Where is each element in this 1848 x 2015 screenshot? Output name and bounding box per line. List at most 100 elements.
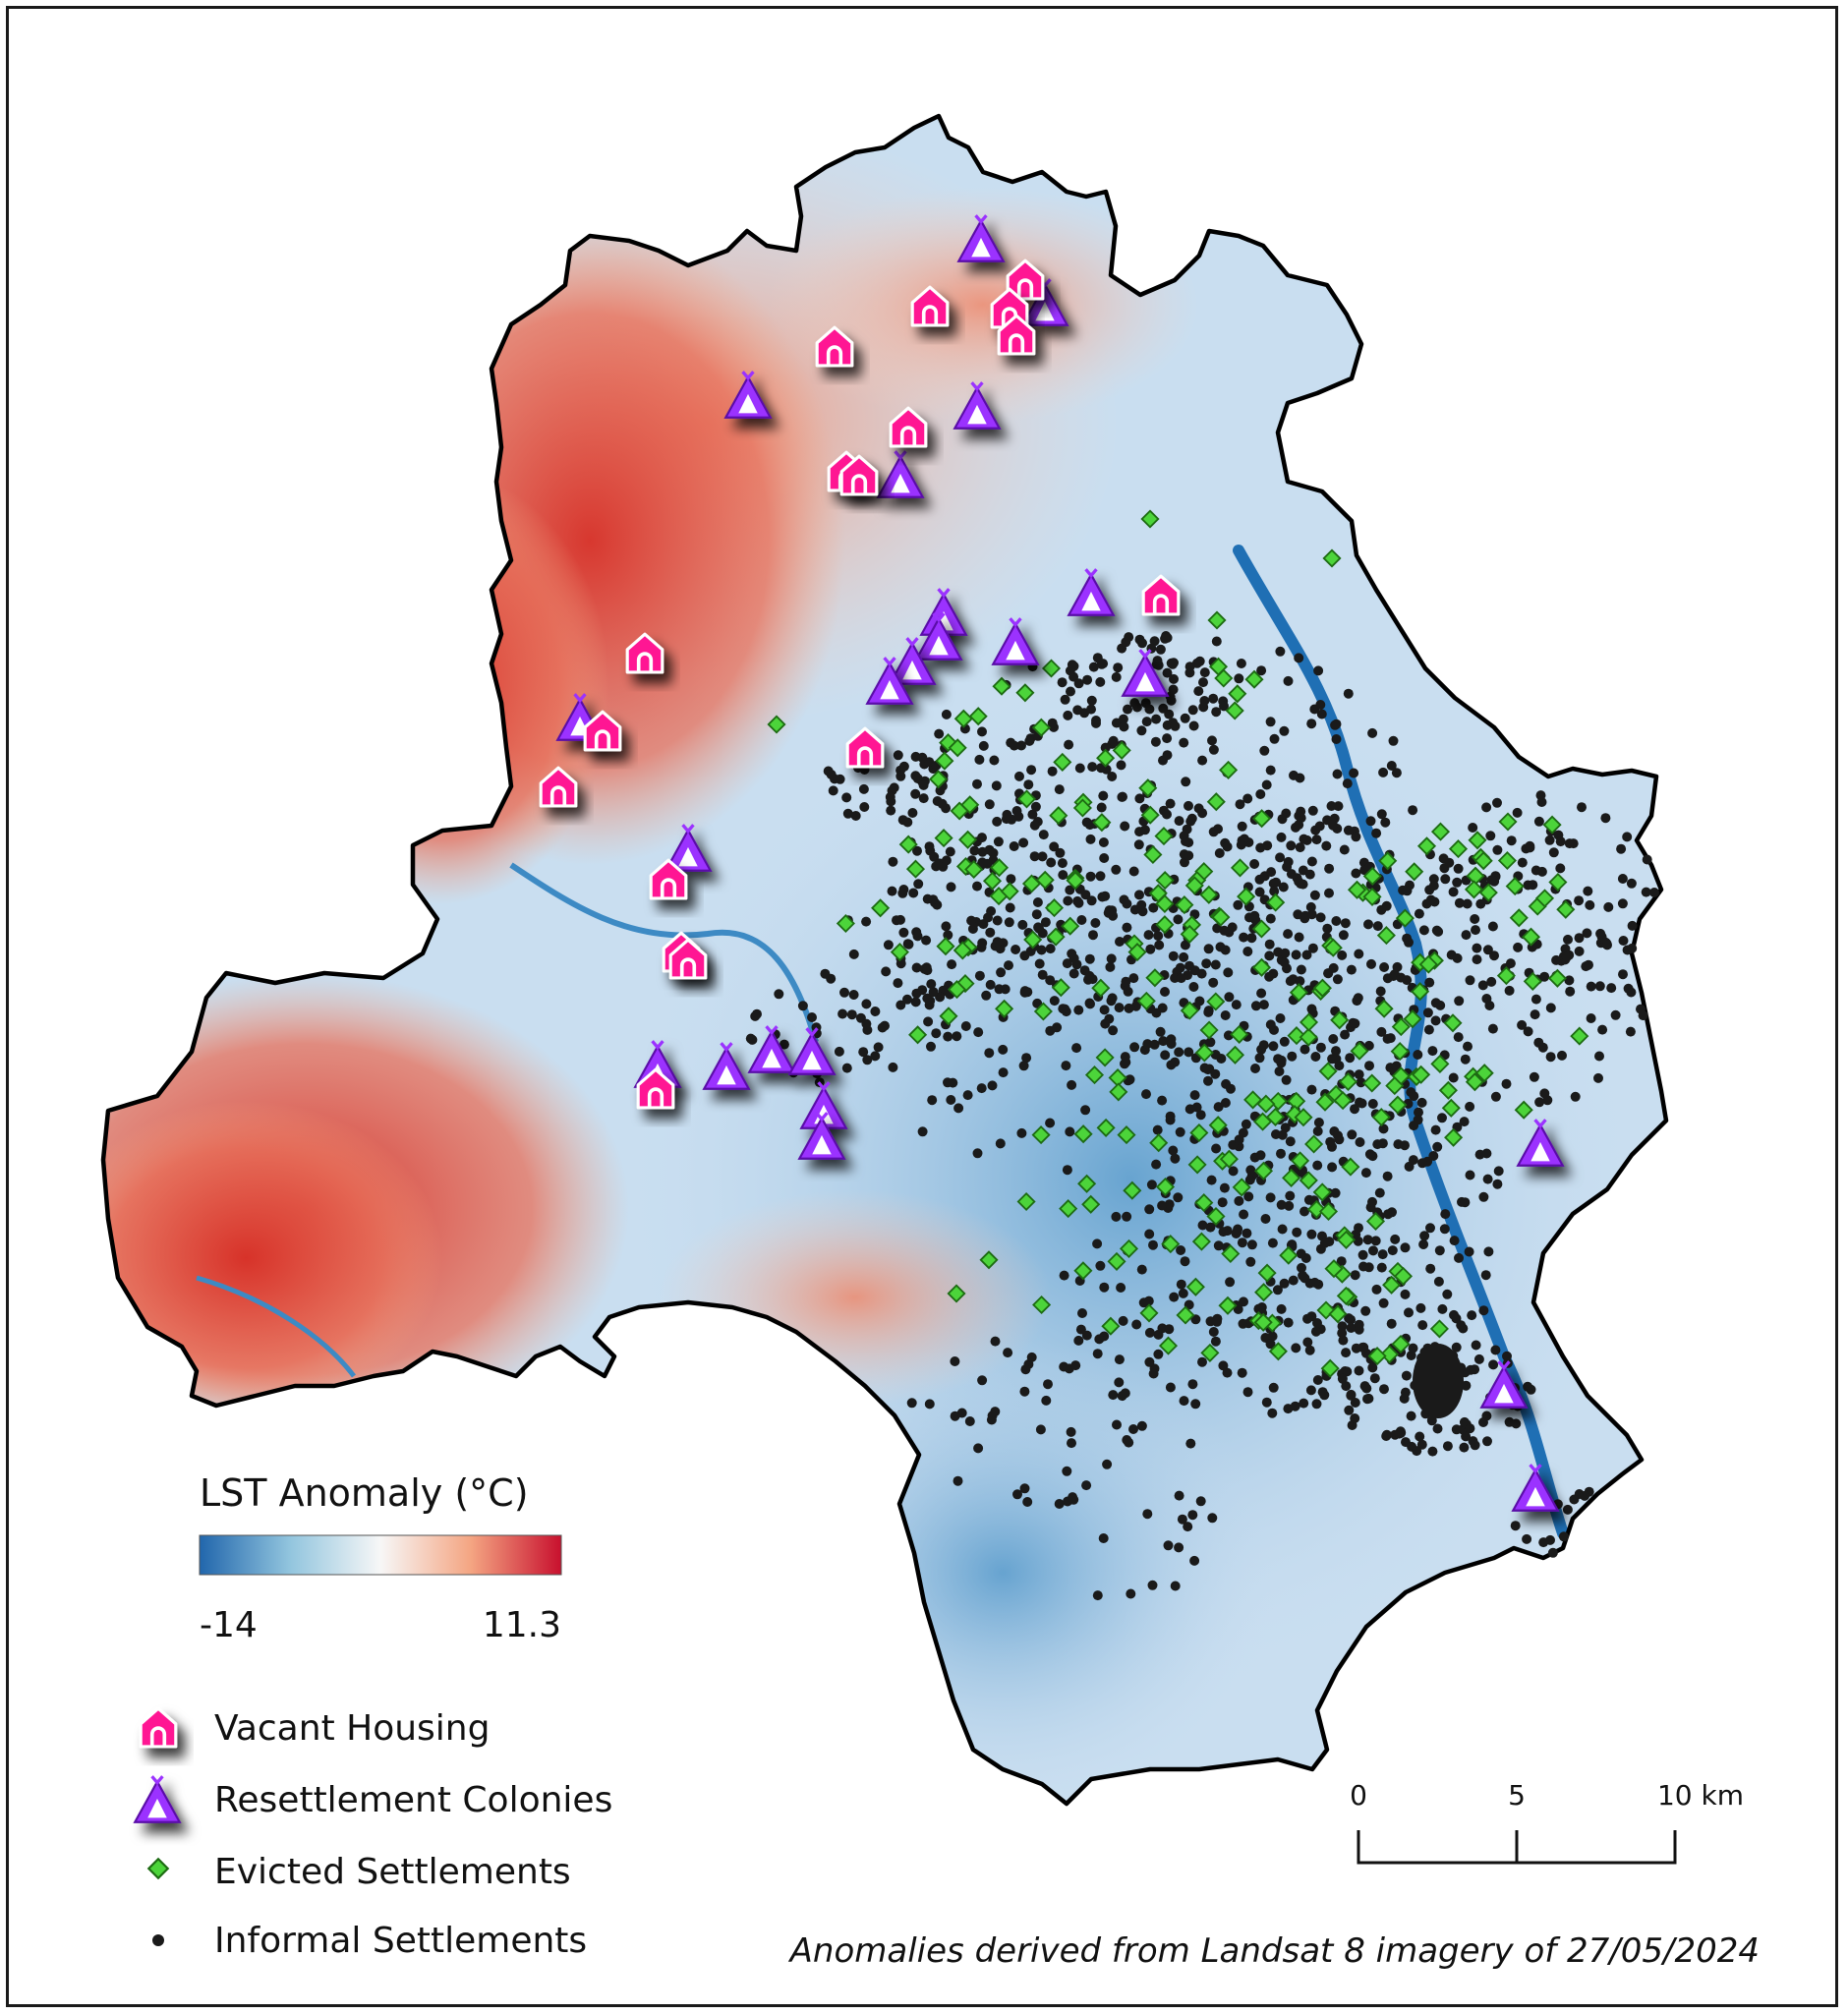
informal-settlement-point bbox=[1340, 918, 1351, 929]
informal-settlement-point bbox=[1004, 917, 1014, 928]
informal-settlement-point bbox=[1393, 1139, 1404, 1150]
informal-settlement-point bbox=[1626, 987, 1637, 998]
informal-settlement-point bbox=[1160, 1050, 1171, 1061]
informal-settlement-point bbox=[1475, 898, 1486, 909]
informal-settlement-point bbox=[1118, 1315, 1128, 1326]
informal-settlement-point bbox=[1058, 870, 1068, 881]
informal-settlement-point bbox=[1180, 1256, 1190, 1267]
informal-settlement-point bbox=[1134, 890, 1144, 900]
informal-settlement-point bbox=[1116, 760, 1126, 771]
informal-settlement-point bbox=[1115, 937, 1125, 947]
informal-settlement-point bbox=[1354, 1069, 1364, 1080]
informal-settlement-point bbox=[908, 888, 919, 898]
informal-settlement-point bbox=[1111, 1211, 1122, 1222]
informal-settlement-point bbox=[1426, 1415, 1437, 1426]
informal-settlement-point bbox=[972, 778, 982, 789]
informal-settlement-point bbox=[1574, 933, 1585, 944]
informal-settlement-point bbox=[1215, 942, 1226, 952]
informal-settlement-point bbox=[1537, 1042, 1548, 1053]
informal-settlement-point bbox=[1188, 982, 1199, 992]
informal-settlement-point bbox=[1149, 1039, 1160, 1050]
informal-settlement-point bbox=[1170, 720, 1181, 731]
informal-settlement-point bbox=[1153, 931, 1164, 942]
informal-settlement-point bbox=[1045, 975, 1056, 986]
informal-settlement-point bbox=[952, 1031, 962, 1042]
informal-settlement-point bbox=[1103, 907, 1114, 918]
informal-settlement-point bbox=[1312, 1125, 1323, 1136]
informal-settlement-point bbox=[1424, 977, 1435, 988]
informal-settlement-point bbox=[1072, 705, 1083, 716]
informal-settlement-point bbox=[1340, 1029, 1351, 1040]
informal-settlement-point bbox=[1477, 980, 1488, 991]
informal-settlement-point bbox=[1449, 1236, 1460, 1246]
informal-settlement-point bbox=[1386, 761, 1397, 771]
informal-settlement-point bbox=[1197, 1220, 1208, 1231]
informal-settlement-point bbox=[1376, 809, 1387, 820]
informal-settlement-point bbox=[1346, 1390, 1357, 1401]
informal-settlement-point bbox=[974, 754, 985, 765]
informal-settlement-point bbox=[1242, 793, 1253, 804]
informal-settlement-point bbox=[1035, 1424, 1046, 1435]
informal-settlement-point bbox=[1425, 1223, 1435, 1234]
informal-settlement-point bbox=[1100, 891, 1111, 901]
informal-settlement-point bbox=[1220, 1010, 1231, 1020]
informal-settlement-point bbox=[1273, 947, 1284, 957]
informal-settlement-point bbox=[1102, 1459, 1113, 1469]
informal-settlement-point bbox=[1461, 1431, 1472, 1442]
informal-settlement-point bbox=[1625, 1026, 1636, 1037]
informal-settlement-point bbox=[1030, 801, 1041, 812]
informal-settlement-point bbox=[1510, 1521, 1521, 1531]
informal-settlement-point bbox=[1338, 930, 1349, 941]
informal-settlement-point bbox=[1269, 886, 1280, 896]
informal-settlement-point bbox=[1622, 945, 1633, 955]
informal-settlement-point bbox=[1380, 817, 1391, 828]
informal-settlement-point bbox=[923, 1016, 934, 1027]
informal-settlement-point bbox=[1427, 1446, 1438, 1457]
informal-settlement-point bbox=[1418, 1239, 1429, 1249]
informal-settlement-point bbox=[1478, 1305, 1489, 1316]
informal-settlement-point bbox=[1283, 675, 1294, 686]
informal-settlement-point bbox=[1184, 1047, 1194, 1058]
informal-settlement-point bbox=[946, 1095, 956, 1105]
informal-settlement-point bbox=[1267, 1408, 1278, 1418]
colorbar-legend: LST Anomaly (°C) -14 11.3 bbox=[199, 1471, 562, 1645]
informal-settlement-point bbox=[1095, 1260, 1106, 1271]
informal-settlement-point bbox=[1330, 1187, 1341, 1198]
informal-settlement-point bbox=[1084, 953, 1095, 964]
informal-settlement-point bbox=[910, 788, 921, 799]
informal-settlement-point bbox=[1259, 745, 1270, 756]
informal-settlement-point bbox=[917, 752, 928, 763]
informal-settlement-point bbox=[1065, 1126, 1075, 1137]
informal-settlement-point bbox=[850, 811, 861, 821]
informal-settlement-point bbox=[1444, 857, 1455, 868]
informal-settlement-point bbox=[1096, 802, 1107, 813]
informal-settlement-point bbox=[1112, 1419, 1122, 1430]
informal-settlement-point bbox=[1066, 686, 1075, 697]
informal-settlement-point bbox=[973, 1443, 984, 1454]
legend-informal-settlements: Informal Settlements bbox=[214, 1921, 587, 1961]
informal-settlement-point bbox=[946, 882, 956, 892]
informal-settlement-point bbox=[893, 750, 903, 761]
informal-settlement-point bbox=[1174, 1047, 1184, 1058]
informal-settlement-point bbox=[1234, 1195, 1244, 1206]
informal-settlement-point bbox=[1379, 962, 1390, 972]
informal-settlement-point bbox=[862, 1055, 873, 1065]
informal-settlement-point bbox=[1622, 832, 1633, 842]
informal-settlement-point bbox=[1465, 1101, 1475, 1112]
informal-settlement-point bbox=[1617, 898, 1628, 909]
informal-settlement-point bbox=[1155, 1026, 1166, 1037]
informal-settlement-point bbox=[1168, 659, 1178, 669]
informal-settlement-point bbox=[995, 1138, 1006, 1149]
informal-settlement-point bbox=[1437, 1303, 1448, 1314]
informal-settlement-point bbox=[1486, 976, 1497, 987]
colorbar-max-label: 11.3 bbox=[483, 1605, 561, 1645]
informal-settlement-point bbox=[1264, 939, 1275, 950]
informal-settlement-point bbox=[1356, 1077, 1366, 1088]
informal-settlement-point bbox=[1162, 667, 1173, 678]
informal-settlement-point bbox=[834, 1046, 844, 1057]
informal-settlement-point bbox=[1019, 1483, 1030, 1494]
informal-settlement-point bbox=[750, 1010, 761, 1021]
informal-settlement-point bbox=[1346, 964, 1357, 975]
informal-settlement-point bbox=[1341, 1381, 1352, 1392]
informal-settlement-point bbox=[912, 774, 923, 784]
